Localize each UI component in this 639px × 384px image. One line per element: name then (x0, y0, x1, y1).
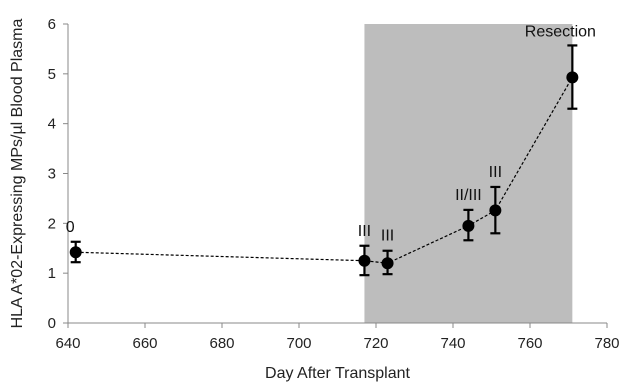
data-point (69, 246, 82, 259)
y-tick-label: 1 (48, 265, 56, 282)
y-tick-label: 4 (48, 116, 56, 133)
x-tick-label: 720 (363, 335, 388, 352)
y-tick-label: 3 (48, 166, 56, 183)
point-label: III (358, 223, 371, 240)
data-point (358, 254, 371, 267)
y-tick-label: 2 (48, 215, 56, 232)
point-label: Resection (525, 23, 596, 40)
x-tick-label: 640 (55, 335, 80, 352)
data-point (489, 204, 502, 217)
data-point (566, 71, 579, 84)
x-axis-title: Day After Transplant (265, 365, 411, 382)
y-tick-label: 6 (48, 16, 56, 33)
x-tick-label: 700 (286, 335, 311, 352)
y-axis-title: HLA A*02-Expressing MPs/µl Blood Plasma (9, 19, 26, 329)
point-label: III (381, 228, 394, 245)
x-tick-label: 760 (517, 335, 542, 352)
shaded-region (364, 24, 573, 323)
y-tick-label: 0 (48, 315, 56, 332)
x-tick-label: 660 (132, 335, 157, 352)
point-label: III (489, 164, 502, 181)
x-tick-label: 740 (440, 335, 465, 352)
x-tick-label: 780 (594, 335, 619, 352)
point-label: 0 (66, 219, 75, 236)
data-point (462, 219, 475, 232)
point-label: II/III (455, 187, 482, 204)
data-point (381, 257, 394, 270)
x-tick-label: 680 (209, 335, 234, 352)
series-line (75, 77, 573, 264)
y-tick-label: 5 (48, 66, 56, 83)
